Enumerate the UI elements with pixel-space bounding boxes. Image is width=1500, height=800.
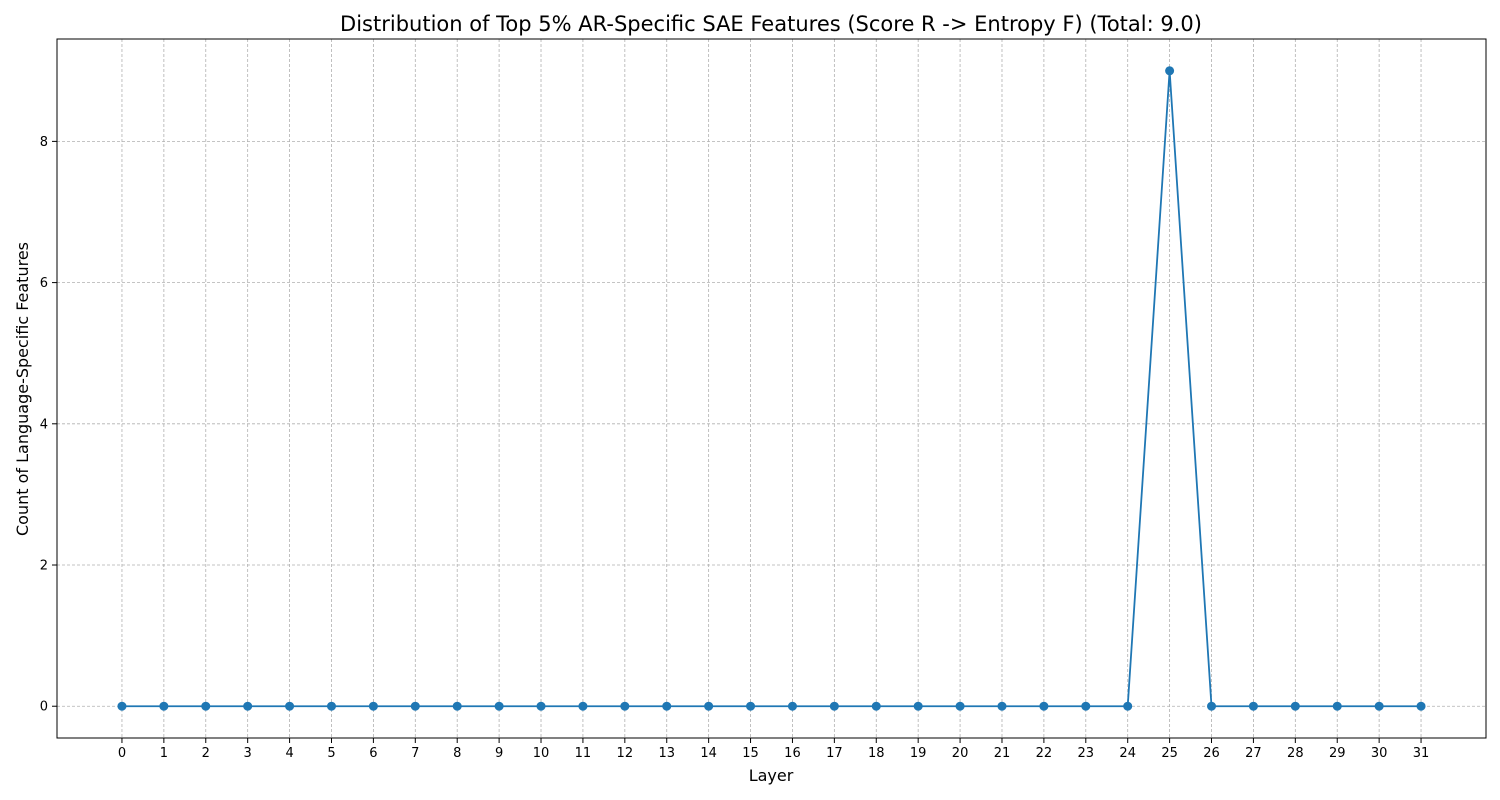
data-point	[829, 701, 839, 711]
x-tick-label: 23	[1078, 746, 1095, 761]
x-tick-label: 8	[453, 746, 461, 761]
data-point	[285, 701, 295, 711]
data-point	[662, 701, 672, 711]
x-tick-label: 28	[1287, 746, 1304, 761]
x-tick-label: 29	[1329, 746, 1346, 761]
x-tick-label: 18	[868, 746, 885, 761]
x-tick-label: 30	[1371, 746, 1388, 761]
x-tick-label: 17	[826, 746, 843, 761]
y-tick-label: 0	[40, 700, 48, 715]
x-tick-label: 14	[700, 746, 717, 761]
data-point	[326, 701, 336, 711]
data-point	[1165, 66, 1175, 76]
data-point	[871, 701, 881, 711]
data-point	[997, 701, 1007, 711]
data-point	[787, 701, 797, 711]
data-point	[243, 701, 253, 711]
data-point	[159, 701, 169, 711]
data-point	[452, 701, 462, 711]
y-tick-label: 4	[40, 417, 48, 432]
data-point	[746, 701, 756, 711]
x-tick-label: 15	[742, 746, 759, 761]
y-tick-label: 6	[40, 276, 48, 291]
y-tick-label: 8	[40, 135, 48, 150]
x-tick-label: 13	[658, 746, 675, 761]
x-tick-label: 9	[495, 746, 503, 761]
data-point	[117, 701, 127, 711]
x-tick-label: 4	[285, 746, 293, 761]
x-tick-label: 16	[784, 746, 801, 761]
data-point	[1039, 701, 1049, 711]
y-axis: 0 2 4 6 8	[40, 135, 57, 715]
x-tick-label: 3	[244, 746, 252, 761]
data-point	[494, 701, 504, 711]
data-point	[1332, 701, 1342, 711]
data-point	[913, 701, 923, 711]
x-tick-label: 1	[160, 746, 168, 761]
x-tick-label: 31	[1413, 746, 1430, 761]
series-line	[117, 66, 1426, 711]
x-tick-label: 10	[533, 746, 550, 761]
x-tick-label: 27	[1245, 746, 1262, 761]
data-point	[368, 701, 378, 711]
data-point	[201, 701, 211, 711]
data-point	[536, 701, 546, 711]
data-point	[1248, 701, 1258, 711]
data-point	[704, 701, 714, 711]
x-tick-label: 26	[1203, 746, 1220, 761]
x-tick-label: 12	[617, 746, 634, 761]
x-tick-label: 6	[369, 746, 377, 761]
x-axis-label: Layer	[749, 766, 794, 785]
data-point	[410, 701, 420, 711]
x-tick-label: 2	[202, 746, 210, 761]
data-point	[1374, 701, 1384, 711]
x-tick-label: 7	[411, 746, 419, 761]
series-line-path	[121, 69, 1422, 708]
x-tick-label: 5	[327, 746, 335, 761]
plot-frame	[56, 38, 1487, 739]
x-tick-label: 11	[575, 746, 592, 761]
data-point	[1290, 701, 1300, 711]
x-tick-label: 24	[1119, 746, 1136, 761]
y-axis-label: Count of Language-Specific Features	[13, 242, 32, 536]
x-tick-label: 19	[910, 746, 927, 761]
data-point	[955, 701, 965, 711]
data-point	[1081, 701, 1091, 711]
y-tick-label: 2	[40, 559, 48, 574]
data-point	[1207, 701, 1217, 711]
x-tick-label: 20	[952, 746, 969, 761]
data-point	[578, 701, 588, 711]
x-tick-label: 0	[118, 746, 126, 761]
x-axis: 0 1 2 3 4 5 6 7 8 9 10 11 12 13 14 15 16 17 18 19 20 21 22 23 24…	[118, 738, 1430, 761]
x-tick-label: 22	[1036, 746, 1053, 761]
x-tick-label: 25	[1161, 746, 1178, 761]
chart-title: Distribution of Top 5% AR-Specific SAE F…	[340, 12, 1202, 36]
data-point	[1123, 701, 1133, 711]
data-point	[1416, 701, 1426, 711]
data-point	[620, 701, 630, 711]
grid	[57, 39, 1486, 738]
x-tick-label: 21	[994, 746, 1011, 761]
